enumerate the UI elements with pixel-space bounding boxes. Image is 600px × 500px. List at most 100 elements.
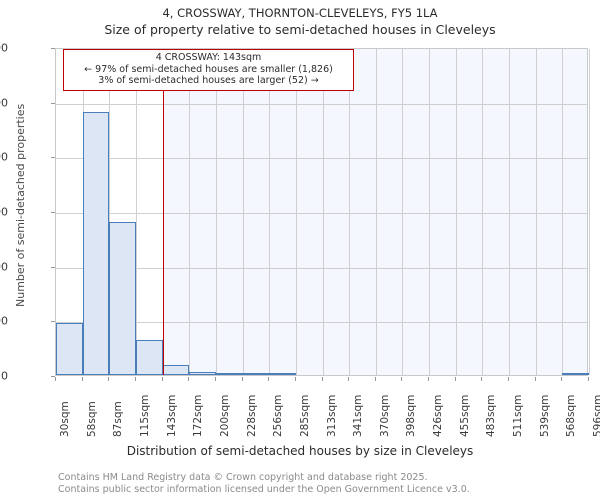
x-axis-label: 172sqm — [192, 394, 205, 437]
x-axis-label: 58sqm — [85, 401, 98, 437]
x-axis-tick — [508, 377, 510, 381]
y-axis-label: 800 — [0, 150, 8, 164]
bar — [109, 221, 136, 375]
y-axis-tick — [51, 157, 55, 159]
x-axis-tick — [348, 377, 350, 381]
x-axis-label: 87sqm — [112, 401, 125, 437]
x-axis-tick — [588, 377, 589, 381]
y-axis-tick — [51, 102, 55, 104]
gridline-vertical — [455, 49, 457, 375]
y-axis-tick — [51, 48, 55, 49]
x-axis-tick — [108, 377, 110, 381]
gridline-vertical — [402, 49, 404, 375]
x-axis-label: 596sqm — [592, 394, 600, 437]
bar — [215, 373, 243, 375]
x-axis-tick — [241, 377, 243, 381]
x-axis-tick — [534, 377, 536, 381]
x-axis-tick — [561, 377, 563, 381]
y-axis-tick — [51, 376, 55, 377]
bar — [269, 373, 296, 375]
bar — [82, 111, 110, 375]
gridline-vertical — [135, 49, 137, 375]
gridline-vertical — [269, 49, 271, 375]
x-axis-label: 115sqm — [138, 394, 151, 437]
bar — [562, 372, 589, 375]
x-axis-tick — [81, 377, 83, 381]
x-axis-tick — [294, 377, 296, 381]
y-axis-label: 1000 — [0, 96, 8, 110]
annotation-line-3: 3% of semi-detached houses are larger (5… — [98, 75, 319, 86]
annotation-box: 4 CROSSWAY: 143sqm ← 97% of semi-detache… — [63, 49, 354, 91]
bar — [189, 372, 216, 375]
gridline-horizontal — [56, 322, 587, 324]
y-axis-label: 0 — [1, 369, 8, 383]
bar — [242, 373, 270, 375]
gridline-vertical — [109, 49, 111, 375]
x-axis-tick — [214, 377, 216, 381]
gridline-vertical — [375, 49, 377, 375]
gridline-vertical — [215, 49, 217, 375]
x-axis-label: 426sqm — [432, 394, 445, 437]
x-axis-tick — [55, 377, 56, 381]
gridline-vertical — [242, 49, 244, 375]
x-axis-label: 200sqm — [218, 394, 231, 437]
x-axis-label: 256sqm — [272, 394, 285, 437]
annotation-line-2: ← 97% of semi-detached houses are smalle… — [84, 63, 333, 75]
x-axis-label: 483sqm — [485, 394, 498, 437]
x-axis-tick — [374, 377, 376, 381]
x-axis-tick — [428, 377, 430, 381]
x-axis-tick — [321, 377, 323, 381]
bar — [162, 364, 190, 375]
x-axis-tick — [134, 377, 136, 381]
y-axis-tick — [51, 212, 55, 213]
x-axis-label: 228sqm — [245, 394, 258, 437]
gridline-vertical — [349, 49, 351, 375]
page-title: 4, CROSSWAY, THORNTON-CLEVELEYS, FY5 1LA — [162, 6, 438, 20]
annotation-line-1: 4 CROSSWAY: 143sqm — [155, 52, 262, 63]
x-axis-label: 398sqm — [405, 394, 418, 437]
y-axis-tick — [51, 321, 55, 323]
x-axis-label: 370sqm — [378, 394, 391, 437]
title-block: 4, CROSSWAY, THORNTON-CLEVELEYS, FY5 1LA… — [0, 0, 600, 39]
x-axis-label: 30sqm — [59, 401, 71, 437]
y-axis-label: 400 — [0, 260, 8, 274]
x-axis-label: 341sqm — [352, 394, 365, 437]
x-axis-label: 539sqm — [538, 394, 551, 437]
x-axis-label: 568sqm — [565, 394, 578, 437]
plot-area — [55, 48, 590, 376]
x-axis-tick — [268, 377, 270, 381]
x-axis-label: 143sqm — [165, 394, 178, 437]
bar — [135, 340, 163, 375]
x-axis-tick — [454, 377, 456, 381]
y-axis-label: 200 — [0, 314, 8, 328]
gridline-horizontal — [56, 103, 587, 105]
gridline-vertical — [189, 49, 191, 375]
x-axis-tick — [481, 377, 483, 381]
bar — [56, 322, 83, 375]
gridline-vertical — [509, 49, 511, 375]
property-marker-line — [162, 49, 165, 375]
gridline-vertical — [589, 49, 590, 375]
x-axis-tick — [401, 377, 403, 381]
gridline-horizontal — [56, 158, 587, 160]
gridline-vertical — [535, 49, 537, 375]
gridline-vertical — [429, 49, 431, 375]
y-axis-label: 1200 — [0, 41, 8, 55]
x-axis-label: 455sqm — [458, 394, 471, 437]
y-axis-title: Number of semi-detached properties — [14, 103, 27, 307]
x-axis-tick — [188, 377, 190, 381]
footer-line-1: Contains HM Land Registry data © Crown c… — [58, 472, 428, 483]
y-axis-tick — [51, 266, 55, 268]
gridline-vertical — [322, 49, 324, 375]
x-axis-label: 285sqm — [298, 394, 311, 437]
gridline-vertical — [562, 49, 564, 375]
footer-line-2: Contains public sector information licen… — [58, 484, 470, 495]
x-axis-title: Distribution of semi-detached houses by … — [126, 444, 474, 458]
x-axis-tick — [161, 377, 163, 381]
x-axis-label: 313sqm — [325, 394, 338, 437]
gridline-vertical — [295, 49, 297, 375]
gridline-vertical — [482, 49, 484, 375]
y-axis-label: 600 — [0, 205, 8, 219]
x-axis-label: 511sqm — [512, 394, 525, 437]
